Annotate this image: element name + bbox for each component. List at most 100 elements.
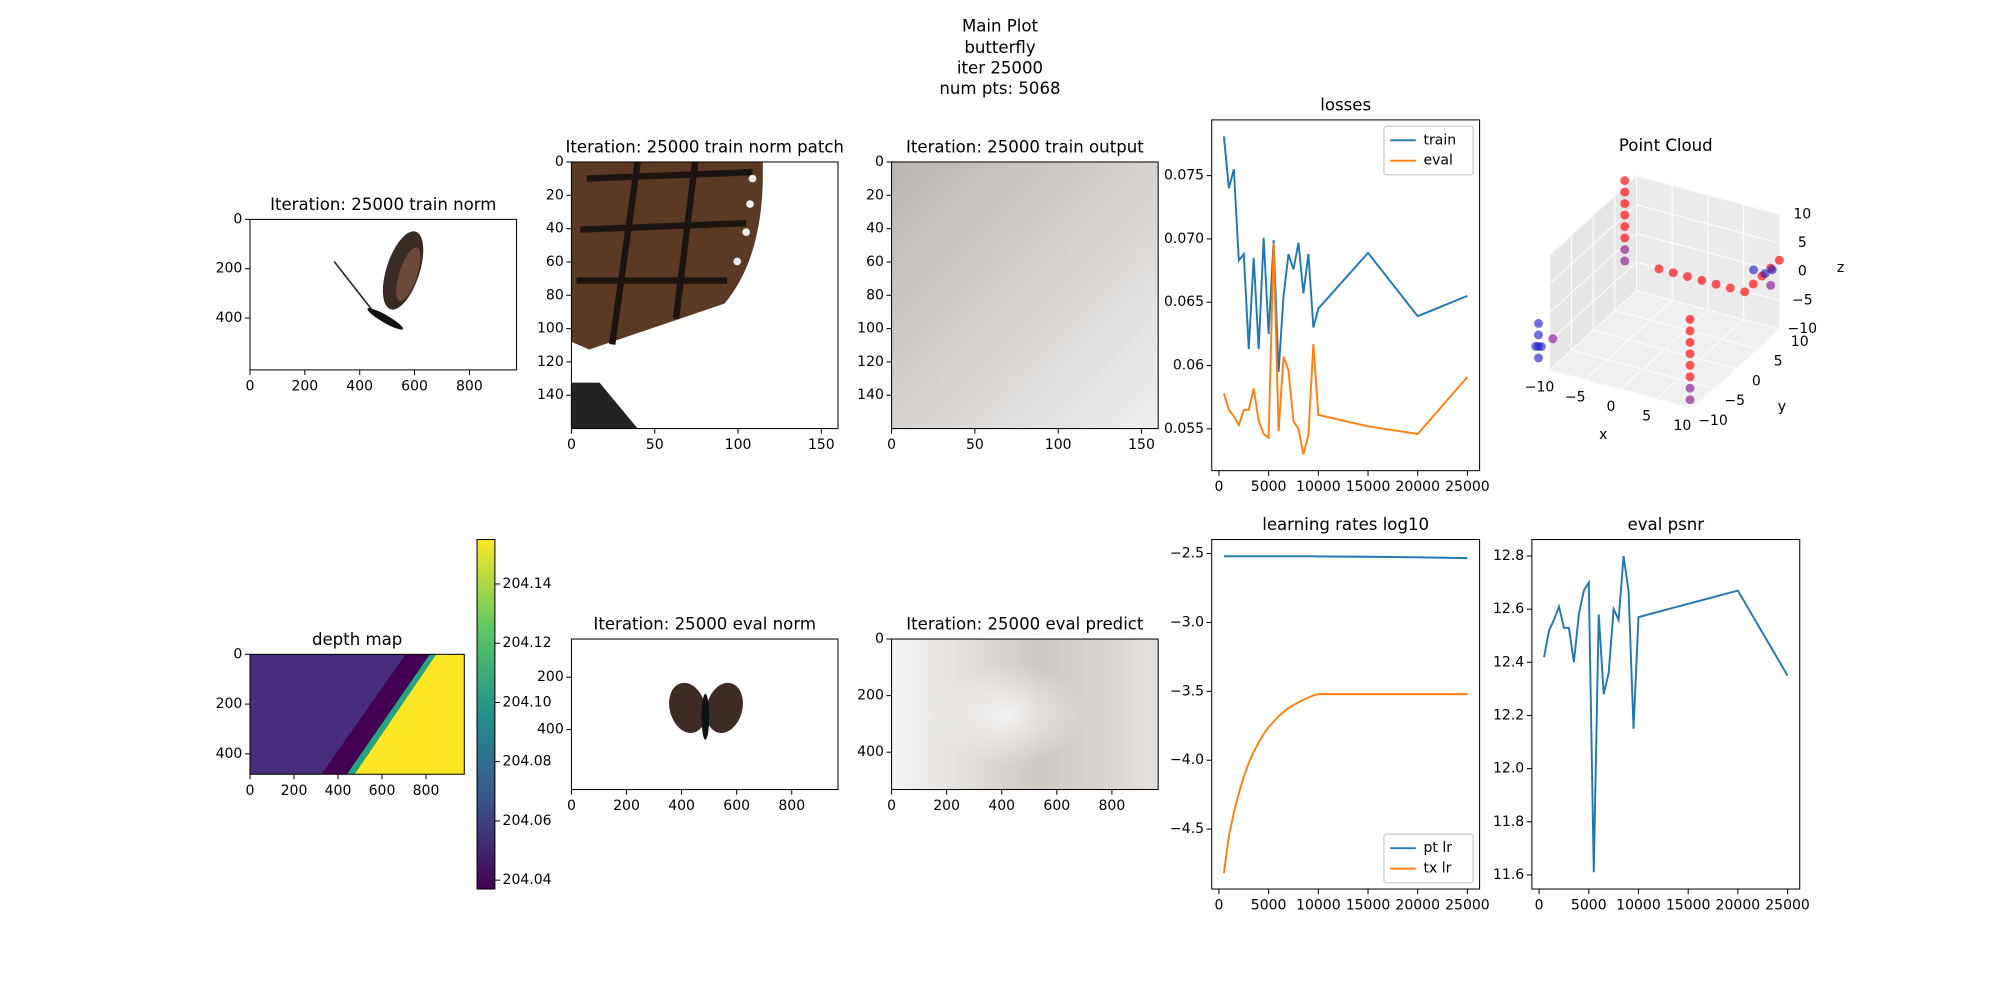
axes-frame [570,161,839,430]
y-tick-label: 100 [857,321,884,337]
z-tick-label: 0 [1798,264,1807,280]
suptitle-line: num pts: 5068 [939,79,1060,98]
x-tick-label: 15000 [1346,898,1391,914]
y-tick-label: 40 [546,221,564,237]
axes-frame [1211,119,1481,472]
x-tick-label: 0 [1214,479,1223,495]
train-output-image [891,161,1159,429]
x-tick-label: 800 [1099,798,1126,814]
x-tick-label: 25000 [1445,479,1490,495]
x-tick-label: −10 [1525,380,1555,396]
legend-label: tx lr [1423,861,1451,877]
y-tick-label: −2.5 [1170,546,1204,562]
x-tick-label: 800 [413,783,440,799]
x-tick-label: 0 [1214,898,1223,914]
x-tick-label: 25000 [1445,898,1490,914]
y-tick-label: 120 [857,354,884,370]
y-tick-label: 10 [1791,334,1809,350]
point [1760,269,1770,279]
y-tick-label: 400 [216,310,243,326]
axes-title: learning rates log10 [1262,515,1429,534]
x-tick-label: 600 [369,783,396,799]
y-tick-label: 200 [216,261,243,277]
point [1534,319,1543,328]
x-tick-label: 25000 [1765,898,1810,914]
point [1685,337,1695,347]
point [1531,341,1541,351]
y-tick-label: 0.055 [1164,421,1204,437]
axes-frame [570,638,839,791]
x-tick-label: 0 [567,798,576,814]
x-tick-label: 50 [646,437,664,453]
x-tick-label: 600 [723,798,750,814]
x-axis-label: x [1599,427,1607,443]
x-tick-label: 5 [1642,408,1651,424]
point [1685,349,1695,359]
point [1548,334,1558,344]
x-tick-label: 50 [966,437,984,453]
x-tick-label: 15000 [1346,479,1391,495]
y-tick-label: 12.4 [1493,654,1524,670]
axes-frame [1531,539,1801,890]
grid-line [1592,329,1737,370]
y-tick-label: 5 [1774,354,1783,370]
point [1620,187,1630,197]
x-tick-label: 20000 [1395,479,1440,495]
eval-predict-image [891,639,1159,790]
axes-title: Point Cloud [1619,136,1713,155]
y-tick-label: 400 [216,746,243,762]
point [1685,360,1695,370]
x-tick-label: −5 [1565,389,1586,405]
colorbar-tick-label: 204.14 [503,576,552,592]
z-tick-label: 10 [1793,206,1811,222]
train-patch-image [571,161,839,429]
axes-title: losses [1320,95,1371,114]
y-tick-label: 80 [866,287,884,303]
y-tick-label: 20 [866,187,884,203]
x-tick-label: 400 [988,798,1015,814]
colorbar-tick-label: 204.12 [503,635,552,651]
y-tick-label: 120 [537,354,564,370]
point [1534,353,1543,363]
x-tick-label: 400 [325,783,352,799]
point [1668,268,1678,278]
grid-line [1571,349,1715,389]
y-tick-label: 0.075 [1164,168,1204,184]
point [1725,283,1735,293]
point [1620,233,1630,243]
x-tick-label: 400 [346,378,373,394]
axes-title: depth map [312,630,402,649]
y-tick-label: 140 [537,387,564,403]
x-tick-label: 0 [246,378,255,394]
grid-line [1549,369,1693,409]
point [1620,210,1630,220]
point [1748,279,1758,289]
x-tick-label: 400 [668,798,695,814]
y-tick-label: 100 [537,321,564,337]
point [1685,314,1695,324]
axes-title: Iteration: 25000 eval predict [906,614,1144,633]
y-tick-label: 200 [857,688,884,704]
line-series [1222,242,1469,455]
point [1711,279,1721,289]
axes-frame [891,161,1159,430]
y-tick-label: 400 [857,744,884,760]
point [1620,256,1630,266]
x-tick-label: 150 [808,437,835,453]
y-tick-label: 60 [546,254,564,270]
axes-title: Iteration: 25000 train norm patch [566,137,844,156]
y-tick-label: −4.0 [1170,752,1204,768]
x-tick-label: 800 [778,798,805,814]
point [1654,264,1664,274]
x-tick-label: 5000 [1571,898,1607,914]
y-tick-label: 60 [866,254,884,270]
x-tick-label: 150 [1128,437,1155,453]
z-tick-label: −10 [1788,321,1818,337]
y-tick-label: 40 [866,221,884,237]
colorbar-tick-label: 204.06 [503,813,552,829]
depth-map-image [250,654,465,775]
axes-title: Iteration: 25000 train output [906,137,1144,156]
x-tick-label: 0 [887,437,896,453]
legend-label: pt lr [1423,840,1452,856]
x-tick-label: 0 [246,783,255,799]
